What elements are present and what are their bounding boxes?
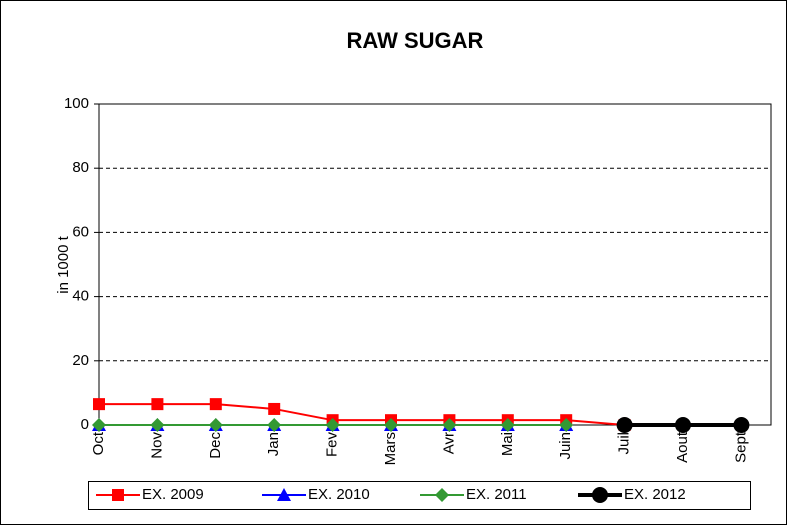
- y-tick-label: 40: [72, 288, 89, 305]
- x-tick-label: Fev: [324, 432, 341, 458]
- marker: [500, 418, 515, 432]
- x-tick-label: Avr: [440, 432, 457, 454]
- marker: [209, 398, 222, 411]
- marker: [442, 418, 457, 432]
- marker: [435, 488, 449, 502]
- marker: [268, 402, 281, 415]
- y-tick-label: 60: [72, 223, 89, 240]
- chart-title: RAW SUGAR: [347, 28, 484, 53]
- marker: [277, 488, 291, 501]
- x-tick-label: Mars: [382, 432, 399, 465]
- marker: [151, 398, 164, 411]
- marker: [112, 489, 124, 501]
- x-tick-label: Nov: [148, 432, 165, 459]
- x-tick-label: Mai: [499, 432, 516, 456]
- x-tick-label: Sept: [732, 431, 749, 463]
- legend-label: EX. 2010: [308, 486, 370, 503]
- marker: [384, 418, 398, 432]
- x-tick-label: Dec: [207, 432, 224, 459]
- y-tick-label: 0: [81, 416, 89, 433]
- x-tick-label: Juil: [616, 432, 633, 455]
- marker: [616, 417, 633, 433]
- marker: [733, 417, 750, 433]
- y-tick-label: 20: [72, 352, 89, 369]
- marker: [92, 418, 106, 432]
- y-axis-label: in 1000 t: [55, 235, 72, 293]
- legend-label: EX. 2012: [624, 486, 686, 503]
- x-tick-label: Aout: [674, 431, 691, 463]
- x-tick-label: Jan: [265, 432, 282, 456]
- marker: [267, 418, 282, 432]
- marker: [93, 398, 105, 411]
- marker: [675, 417, 691, 433]
- legend: [88, 481, 751, 510]
- marker: [208, 418, 223, 432]
- legend-label: EX. 2011: [466, 486, 527, 503]
- y-tick-label: 100: [64, 95, 89, 112]
- marker: [559, 418, 574, 432]
- x-tick-label: Oct: [90, 431, 107, 455]
- legend-label: EX. 2009: [142, 486, 204, 503]
- marker: [325, 418, 340, 432]
- x-tick-label: Juin: [557, 432, 574, 460]
- y-tick-label: 80: [72, 159, 89, 176]
- marker: [150, 418, 165, 432]
- marker: [592, 487, 608, 503]
- series-line: [99, 403, 625, 426]
